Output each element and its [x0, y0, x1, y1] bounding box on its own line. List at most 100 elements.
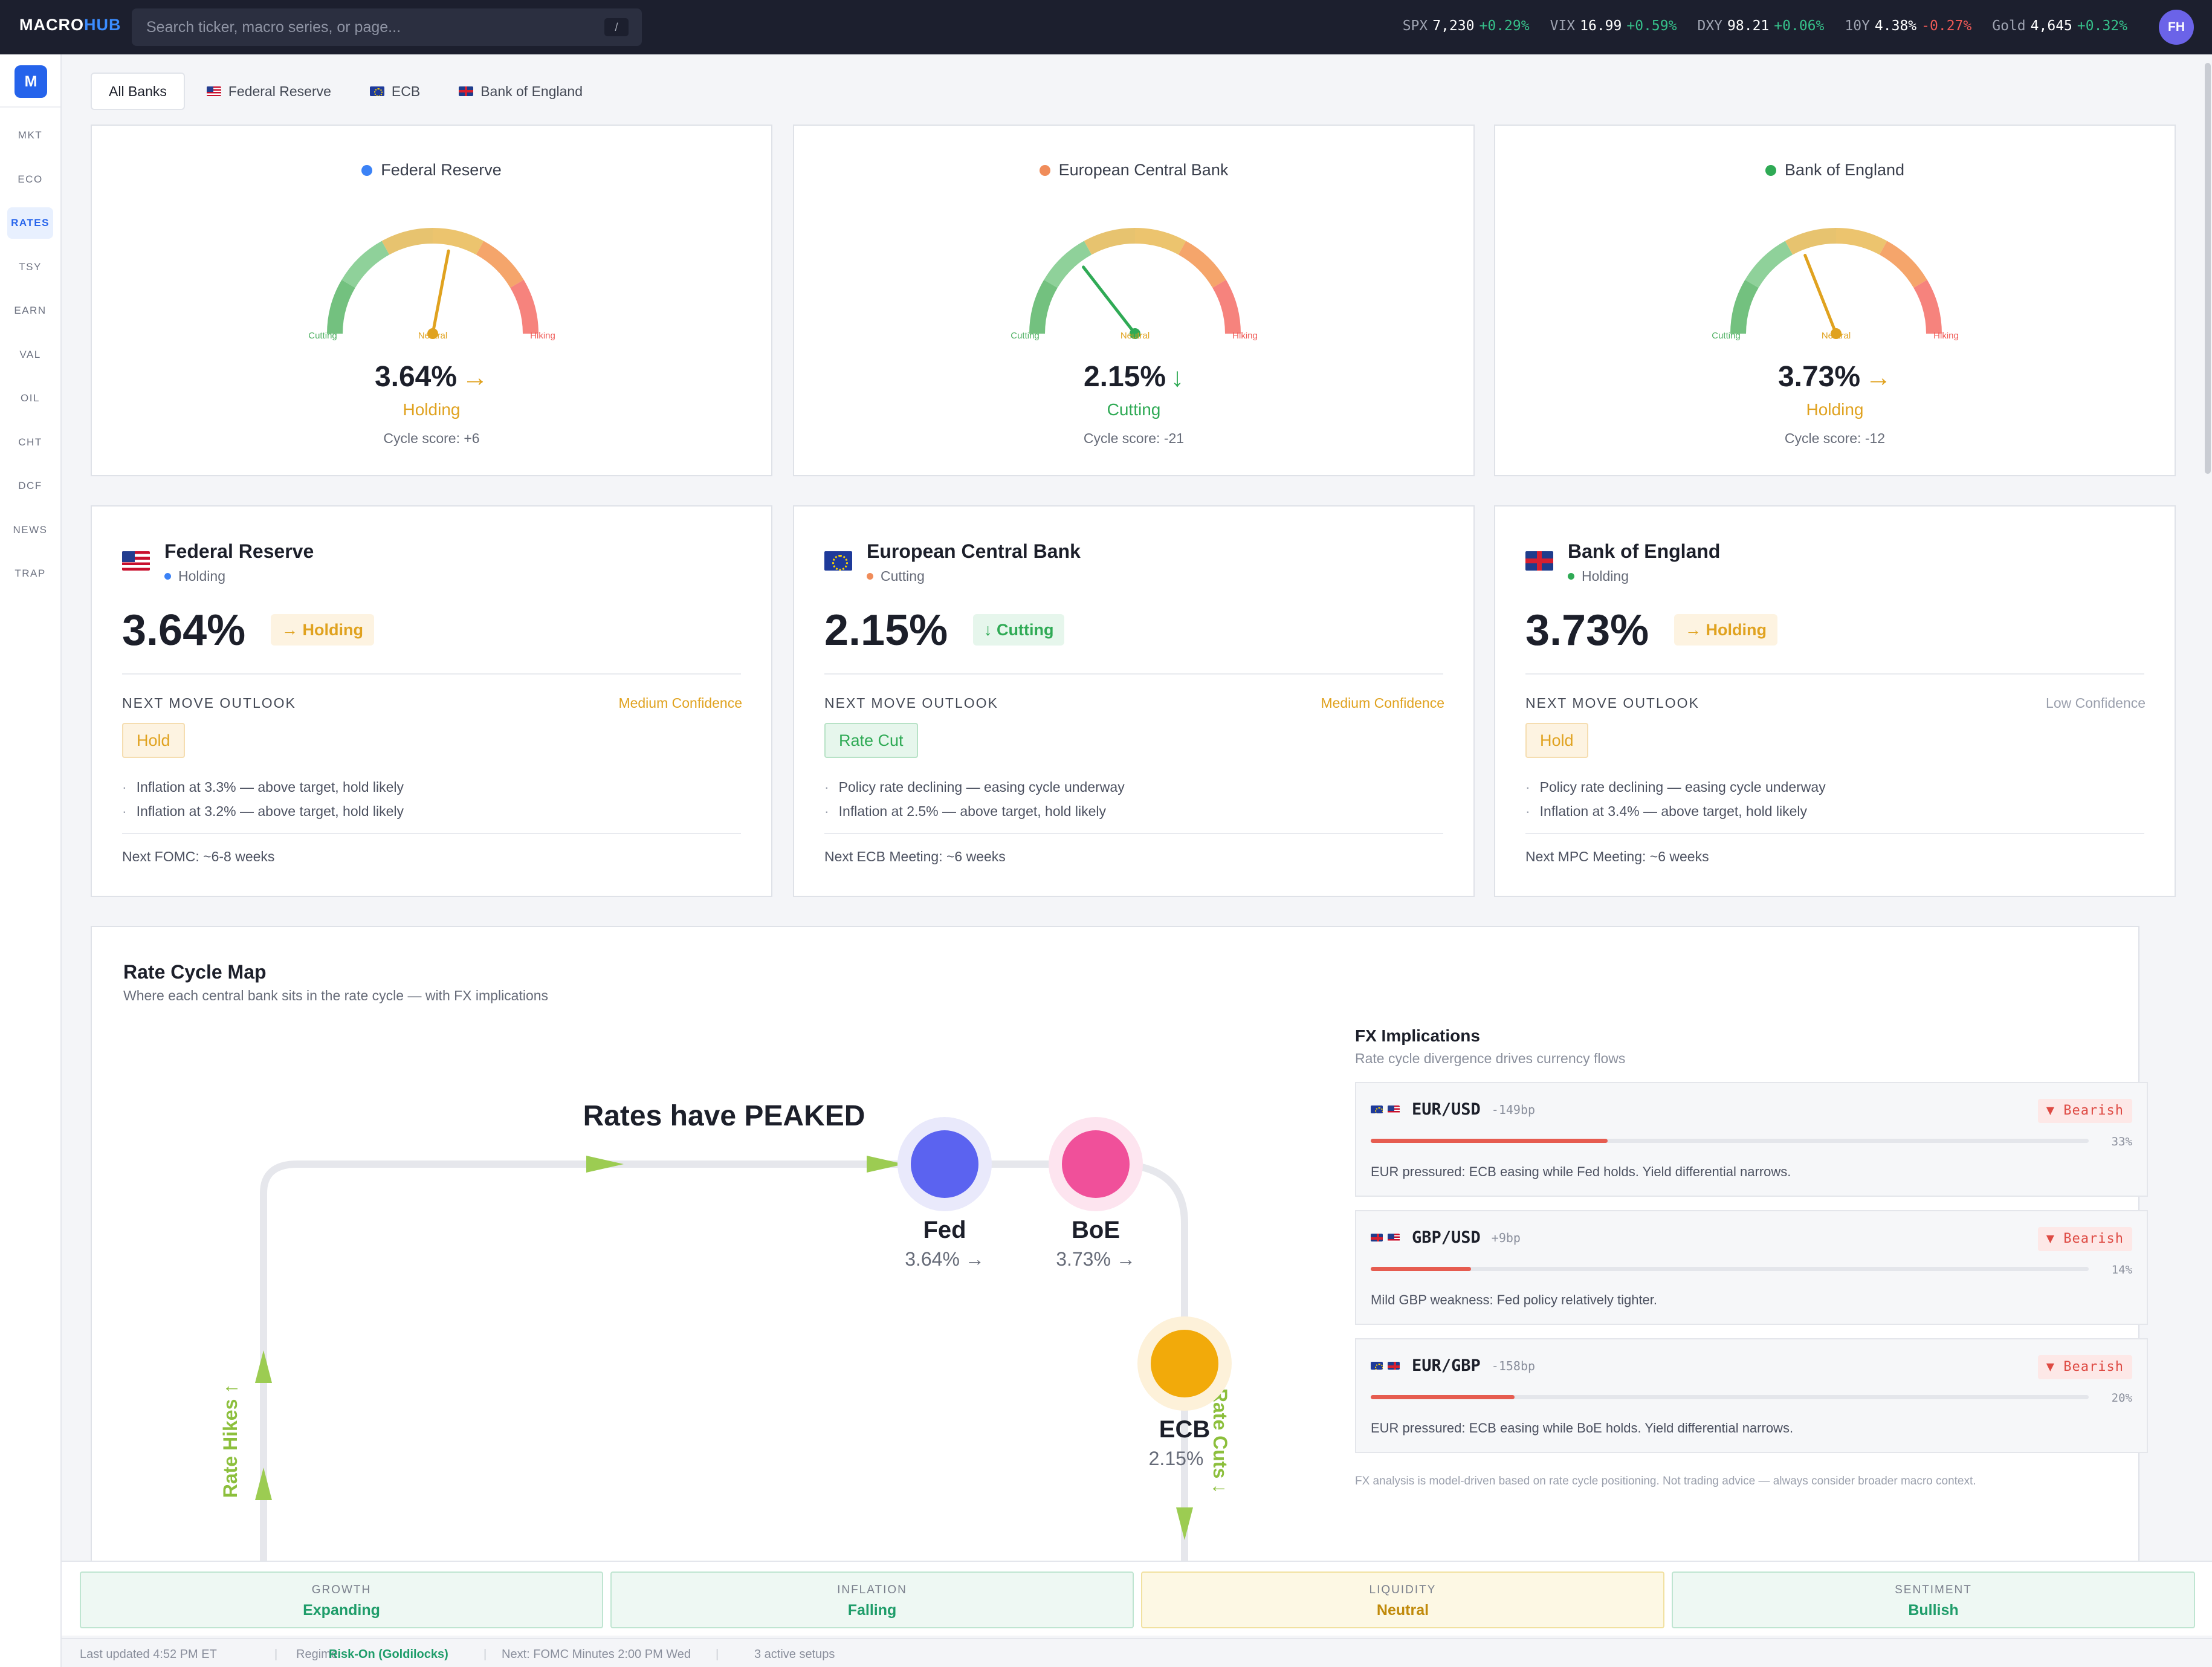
uk-flag-icon	[459, 86, 474, 96]
page-scrollbar[interactable]	[2205, 63, 2211, 474]
tab-all-banks[interactable]: All Banks	[91, 73, 185, 110]
gauge-label-neutral: Neutral	[1121, 331, 1150, 341]
rate-differential: -158bp	[1491, 1358, 1536, 1373]
sidebar-item-news[interactable]: NEWS	[13, 523, 48, 536]
cycle-map-subtitle: Where each central bank sits in the rate…	[123, 988, 549, 1003]
fx-disclaimer: FX analysis is model-driven based on rat…	[1355, 1475, 1976, 1487]
user-avatar[interactable]: FH	[2159, 10, 2194, 45]
fed-node-dot	[911, 1130, 978, 1198]
sidebar: M MKT ECO RATES TSY EARN VAL OIL CHT DCF NEWS TRAP	[0, 54, 62, 1667]
fx-note: EUR pressured: ECB easing while BoE hold…	[1371, 1420, 1794, 1436]
ecb-node[interactable]: ECB 2.15%	[1137, 1316, 1232, 1469]
status-separator: |	[274, 1648, 278, 1661]
policy-rate: 3.73%	[1525, 606, 1649, 655]
ticker-10y[interactable]: 10Y 4.38% -0.27%	[1845, 18, 1971, 34]
uk-flag-icon	[1371, 1234, 1383, 1241]
regime-liquidity[interactable]: LIQUIDITY Neutral	[1141, 1572, 1664, 1628]
uk-flag-icon	[1388, 1362, 1400, 1370]
policy-gauge-card[interactable]: Federal Reserve Cutting Neutral Hiking 3.64%…	[91, 125, 772, 476]
sidebar-item-tsy[interactable]: TSY	[19, 261, 42, 273]
ticker-gold[interactable]: Gold 4,645 +0.32%	[1992, 18, 2127, 34]
tab-federal-reserve[interactable]: Federal Reserve	[190, 73, 348, 110]
next-meeting: Next MPC Meeting: ~6 weeks	[1525, 849, 1709, 864]
fx-pair-card[interactable]: EUR/GBP -158bp ▼ Bearish 20% EUR pressured: …	[1355, 1338, 2148, 1453]
ticker-spx[interactable]: SPX 7,230 +0.29%	[1403, 18, 1530, 34]
regime-value[interactable]: Risk-On (Goldilocks)	[329, 1648, 448, 1661]
sidebar-item-trap[interactable]: TRAP	[15, 568, 46, 579]
tab-ecb[interactable]: ECB	[353, 73, 437, 110]
bank-outlook-card[interactable]: European Central Bank Cutting 2.15% ↓ Cutti…	[793, 505, 1475, 897]
sidebar-item-dcf[interactable]: DCF	[18, 480, 42, 491]
bank-status: Holding	[178, 568, 225, 584]
sidebar-item-cht[interactable]: CHT	[18, 436, 42, 448]
gauge-segment	[510, 279, 538, 334]
cycle-arrow-right-icon	[867, 1156, 904, 1173]
fx-pair-card[interactable]: GBP/USD +9bp ▼ Bearish 14% Mild GBP weakness…	[1355, 1210, 2148, 1325]
eu-flag-icon	[824, 551, 852, 571]
gauge-label-cutting: Cutting	[1712, 331, 1741, 341]
confidence-label: Low Confidence	[2046, 695, 2146, 711]
sidebar-item-oil[interactable]: OIL	[21, 392, 40, 404]
policy-gauge-card[interactable]: European Central Bank Cutting Neutral Hikin…	[793, 125, 1475, 476]
outlook-reasons: Policy rate declining — easing cycle und…	[1525, 775, 1826, 823]
policy-rate-value: 3.73%	[1777, 361, 1861, 393]
sidebar-item-rates[interactable]: RATES	[7, 207, 53, 239]
cycle-score: Cycle score: -21	[1083, 430, 1185, 446]
bank-outlook-card[interactable]: Federal Reserve Holding 3.64% → Holding NEXT…	[91, 505, 772, 897]
next-event[interactable]: Next: FOMC Minutes 2:00 PM Wed	[502, 1648, 691, 1661]
ticker-vix[interactable]: VIX 16.99 +0.59%	[1550, 18, 1677, 34]
rate-hikes-label: Rate Hikes ↑	[219, 1384, 241, 1498]
gauge-segment	[1785, 228, 1837, 255]
tab-bank-of-england[interactable]: Bank of England	[442, 73, 600, 110]
policy-gauge: Cutting Neutral Hiking	[1712, 228, 1959, 341]
fx-implications-title: FX Implications	[1355, 1026, 1480, 1045]
ticker-symbol: Gold	[1992, 18, 2026, 34]
cycle-arrow-up-icon	[255, 1350, 272, 1383]
regime-label: Regime:	[296, 1648, 341, 1661]
gauge-label-cutting: Cutting	[308, 331, 337, 341]
signal-strength-value: 33%	[2111, 1135, 2132, 1148]
regime-growth[interactable]: GROWTH Expanding	[80, 1572, 603, 1628]
outlook-reasons: Policy rate declining — easing cycle und…	[824, 775, 1125, 823]
sidebar-item-eco[interactable]: ECO	[18, 173, 43, 185]
sidebar-logo[interactable]: M	[15, 65, 47, 98]
tab-label: Federal Reserve	[228, 83, 331, 99]
divider	[1525, 673, 2144, 675]
search-input[interactable]	[146, 18, 606, 36]
bank-outlook-card[interactable]: Bank of England Holding 3.73% → Holding NEXT…	[1494, 505, 2176, 897]
gauge-needle	[1803, 253, 1838, 335]
fx-note: EUR pressured: ECB easing while Fed hold…	[1371, 1164, 1791, 1179]
divider	[1525, 833, 2144, 834]
sidebar-item-earn[interactable]: EARN	[14, 305, 47, 316]
outlook-reason: Inflation at 3.3% — above target, hold l…	[122, 775, 404, 799]
gauge-segment	[381, 228, 433, 255]
policy-status: Cutting	[1107, 400, 1161, 419]
regime-key: GROWTH	[311, 1584, 372, 1596]
regime-sentiment[interactable]: SENTIMENT Bullish	[1672, 1572, 2195, 1628]
signal-strength-fill	[1371, 1395, 1515, 1399]
trend-arrow-icon: →	[1865, 363, 1892, 392]
ticker-dxy[interactable]: DXY 98.21 +0.06%	[1697, 18, 1824, 34]
sidebar-item-mkt[interactable]: MKT	[18, 129, 43, 141]
cycle-track	[260, 1160, 1188, 1574]
ticker-change: +0.59%	[1626, 18, 1677, 34]
rate-direction-badge: → Holding	[1674, 614, 1777, 646]
sidebar-item-val[interactable]: VAL	[19, 348, 41, 360]
gauge-segment	[1178, 241, 1226, 288]
regime-inflation[interactable]: INFLATION Falling	[610, 1572, 1134, 1628]
fx-pair-card[interactable]: EUR/USD -149bp ▼ Bearish 33% EUR pressured: …	[1355, 1082, 2148, 1197]
outlook-reason: Policy rate declining — easing cycle und…	[824, 775, 1125, 799]
search-bar[interactable]: /	[132, 8, 642, 46]
boe-node[interactable]: BoE 3.73% →	[1049, 1117, 1143, 1270]
fed-node[interactable]: Fed 3.64% →	[897, 1117, 992, 1270]
ticker-value: 7,230	[1432, 18, 1475, 34]
active-setups[interactable]: 3 active setups	[754, 1648, 835, 1661]
regime-value: Neutral	[1376, 1602, 1429, 1619]
app-logo[interactable]: MACROHUB	[19, 16, 121, 34]
fx-pair-header: GBP/USD +9bp	[1371, 1228, 1521, 1247]
policy-gauge-card[interactable]: Bank of England Cutting Neutral Hiking 3.73%…	[1494, 125, 2176, 476]
outlook-reasons: Inflation at 3.3% — above target, hold l…	[122, 775, 404, 823]
status-bar: Last updated 4:52 PM ET | Regime: Risk-O…	[62, 1638, 2212, 1667]
cycle-arrow-down-icon	[1176, 1507, 1193, 1540]
next-move-badge: Rate Cut	[824, 723, 918, 758]
